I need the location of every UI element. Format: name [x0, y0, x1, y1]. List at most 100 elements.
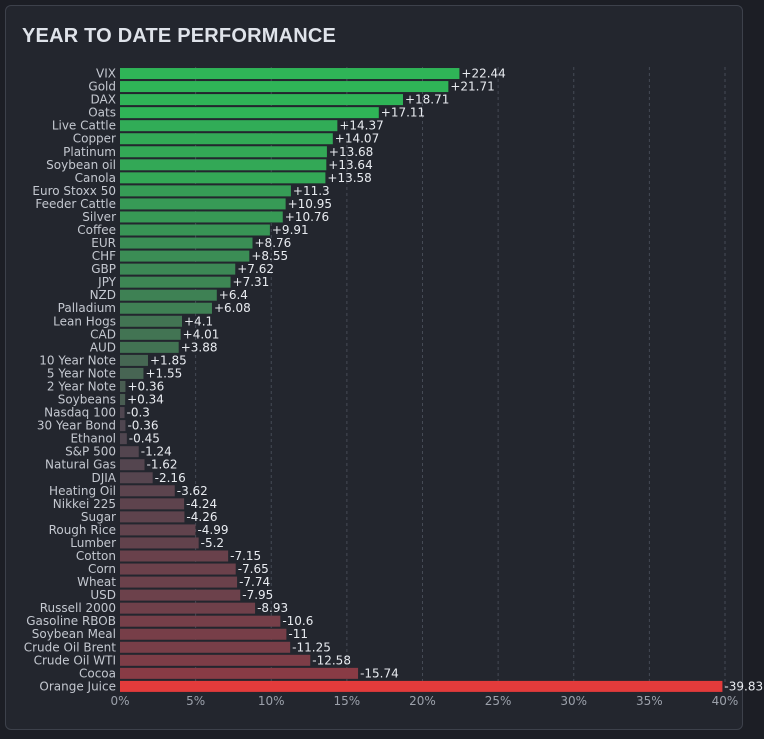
bar [120, 354, 148, 366]
category-label: GBP [91, 262, 116, 276]
category-label: Live Cattle [52, 119, 116, 133]
category-label: Oats [88, 106, 116, 120]
bar [120, 563, 236, 575]
bar [120, 394, 126, 406]
value-label: +13.58 [327, 171, 371, 185]
x-tick-label: 0% [110, 694, 129, 708]
value-label: +4.1 [184, 314, 213, 328]
value-label: -5.2 [201, 536, 224, 550]
value-label: +22.44 [461, 67, 505, 81]
category-label: Lumber [70, 536, 116, 550]
category-label: DAX [91, 93, 116, 107]
category-label: Lean Hogs [53, 314, 116, 328]
value-label: +14.07 [335, 132, 379, 146]
value-label: -8.93 [257, 601, 288, 615]
bar [120, 446, 139, 458]
category-label: 5 Year Note [47, 366, 116, 380]
value-label: +10.76 [285, 210, 329, 224]
category-label: Soybean oil [46, 158, 116, 172]
value-label: +7.31 [233, 275, 270, 289]
category-label: Heating Oil [49, 484, 116, 498]
bar [120, 576, 238, 588]
category-label: Gold [88, 80, 116, 94]
bar [120, 94, 403, 106]
bar [120, 407, 125, 419]
bar [120, 211, 283, 223]
value-label: -7.65 [238, 562, 269, 576]
x-tick-label: 5% [186, 694, 205, 708]
bar [120, 289, 217, 301]
value-label: -12.58 [312, 653, 351, 667]
value-label: +6.08 [214, 301, 251, 315]
value-label: +6.4 [219, 288, 248, 302]
category-label: S&P 500 [65, 445, 116, 459]
value-label: -0.36 [127, 419, 158, 433]
category-label: VIX [96, 67, 116, 81]
chart-title: YEAR TO DATE PERFORMANCE [22, 25, 337, 47]
value-label: +8.76 [255, 236, 292, 250]
category-label: Corn [88, 562, 116, 576]
value-label: -3.62 [177, 484, 208, 498]
x-tick-label: 35% [636, 694, 663, 708]
category-label: Nasdaq 100 [44, 406, 116, 420]
bar [120, 485, 175, 497]
category-label: Crude Oil WTI [34, 653, 116, 667]
bar [120, 537, 199, 549]
value-label: +14.37 [339, 119, 383, 133]
value-label: +10.95 [288, 197, 332, 211]
value-label: -15.74 [360, 666, 399, 680]
category-label: Copper [73, 132, 116, 146]
category-label: Orange Juice [39, 679, 116, 693]
value-label: +8.55 [251, 249, 288, 263]
category-label: CHF [92, 249, 116, 263]
category-label: Soybean Meal [32, 627, 116, 641]
x-tick-label: 15% [334, 694, 361, 708]
bar [120, 107, 379, 119]
category-label: AUD [90, 340, 116, 354]
bar [120, 198, 286, 210]
value-label: -7.15 [230, 549, 261, 563]
category-label: USD [90, 588, 116, 602]
value-label: -11.25 [292, 640, 331, 654]
value-label: -4.24 [186, 497, 217, 511]
value-label: -7.74 [239, 575, 270, 589]
bar [120, 602, 256, 614]
bar [120, 511, 185, 523]
bar [120, 315, 183, 327]
category-label: Silver [82, 210, 116, 224]
value-label: -4.99 [197, 523, 228, 537]
category-label: Euro Stoxx 50 [32, 184, 116, 198]
value-label: -7.95 [242, 588, 273, 602]
bar [120, 420, 126, 432]
category-label: Russell 2000 [40, 601, 116, 615]
bar [120, 680, 723, 692]
bar [120, 68, 460, 80]
value-label: -2.16 [155, 471, 186, 485]
value-label: +21.71 [450, 80, 494, 94]
bar [120, 276, 231, 288]
bar [120, 641, 291, 653]
bar [120, 472, 153, 484]
bar [120, 250, 250, 262]
bar [120, 146, 327, 158]
category-label: NZD [90, 288, 116, 302]
category-label: JPY [97, 275, 117, 289]
category-label: Feeder Cattle [35, 197, 116, 211]
x-tick-label: 10% [258, 694, 285, 708]
bar [120, 589, 241, 601]
bar [120, 550, 229, 562]
x-tick-label: 20% [409, 694, 436, 708]
bar [120, 367, 144, 379]
category-label: Natural Gas [45, 458, 116, 472]
category-label: 10 Year Note [39, 353, 116, 367]
value-label: -4.26 [186, 510, 217, 524]
bar [120, 172, 326, 184]
bar [120, 615, 281, 627]
value-label: +13.64 [328, 158, 372, 172]
x-tick-label: 30% [560, 694, 587, 708]
value-label: +1.55 [145, 366, 182, 380]
category-label: 2 Year Note [47, 379, 116, 393]
category-label: Gasoline RBOB [26, 614, 116, 628]
value-labels: +22.44+21.71+18.71+17.11+14.37+14.07+13.… [127, 67, 764, 694]
